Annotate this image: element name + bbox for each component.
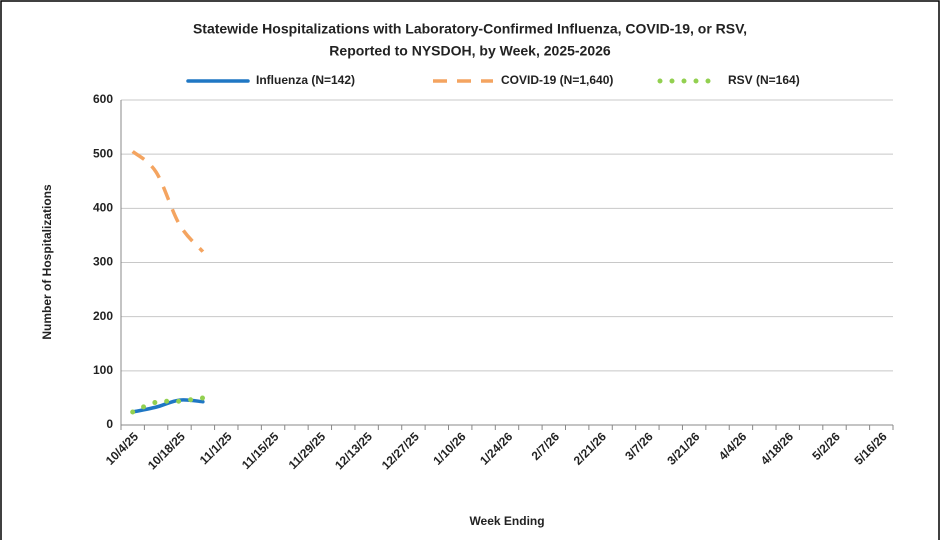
series-line [130, 395, 206, 415]
y-axis-title: Number of Hospitalizations [40, 184, 54, 340]
y-tick-label: 300 [93, 255, 113, 269]
y-tick-label: 100 [93, 363, 113, 377]
y-tick-label: 400 [93, 201, 113, 215]
series-line [131, 150, 205, 253]
chart-title: Statewide Hospitalizations with Laborato… [193, 21, 747, 37]
legend-label: RSV (N=164) [728, 73, 800, 87]
legend-label: COVID-19 (N=1,640) [501, 73, 613, 87]
x-axis-title: Week Ending [469, 514, 544, 528]
y-tick-label: 500 [93, 146, 113, 160]
legend-label: Influenza (N=142) [256, 73, 355, 87]
chart-title: Reported to NYSDOH, by Week, 2025-2026 [329, 43, 611, 59]
y-tick-label: 200 [93, 309, 113, 323]
y-tick-label: 0 [106, 417, 113, 431]
y-tick-label: 600 [93, 92, 113, 106]
